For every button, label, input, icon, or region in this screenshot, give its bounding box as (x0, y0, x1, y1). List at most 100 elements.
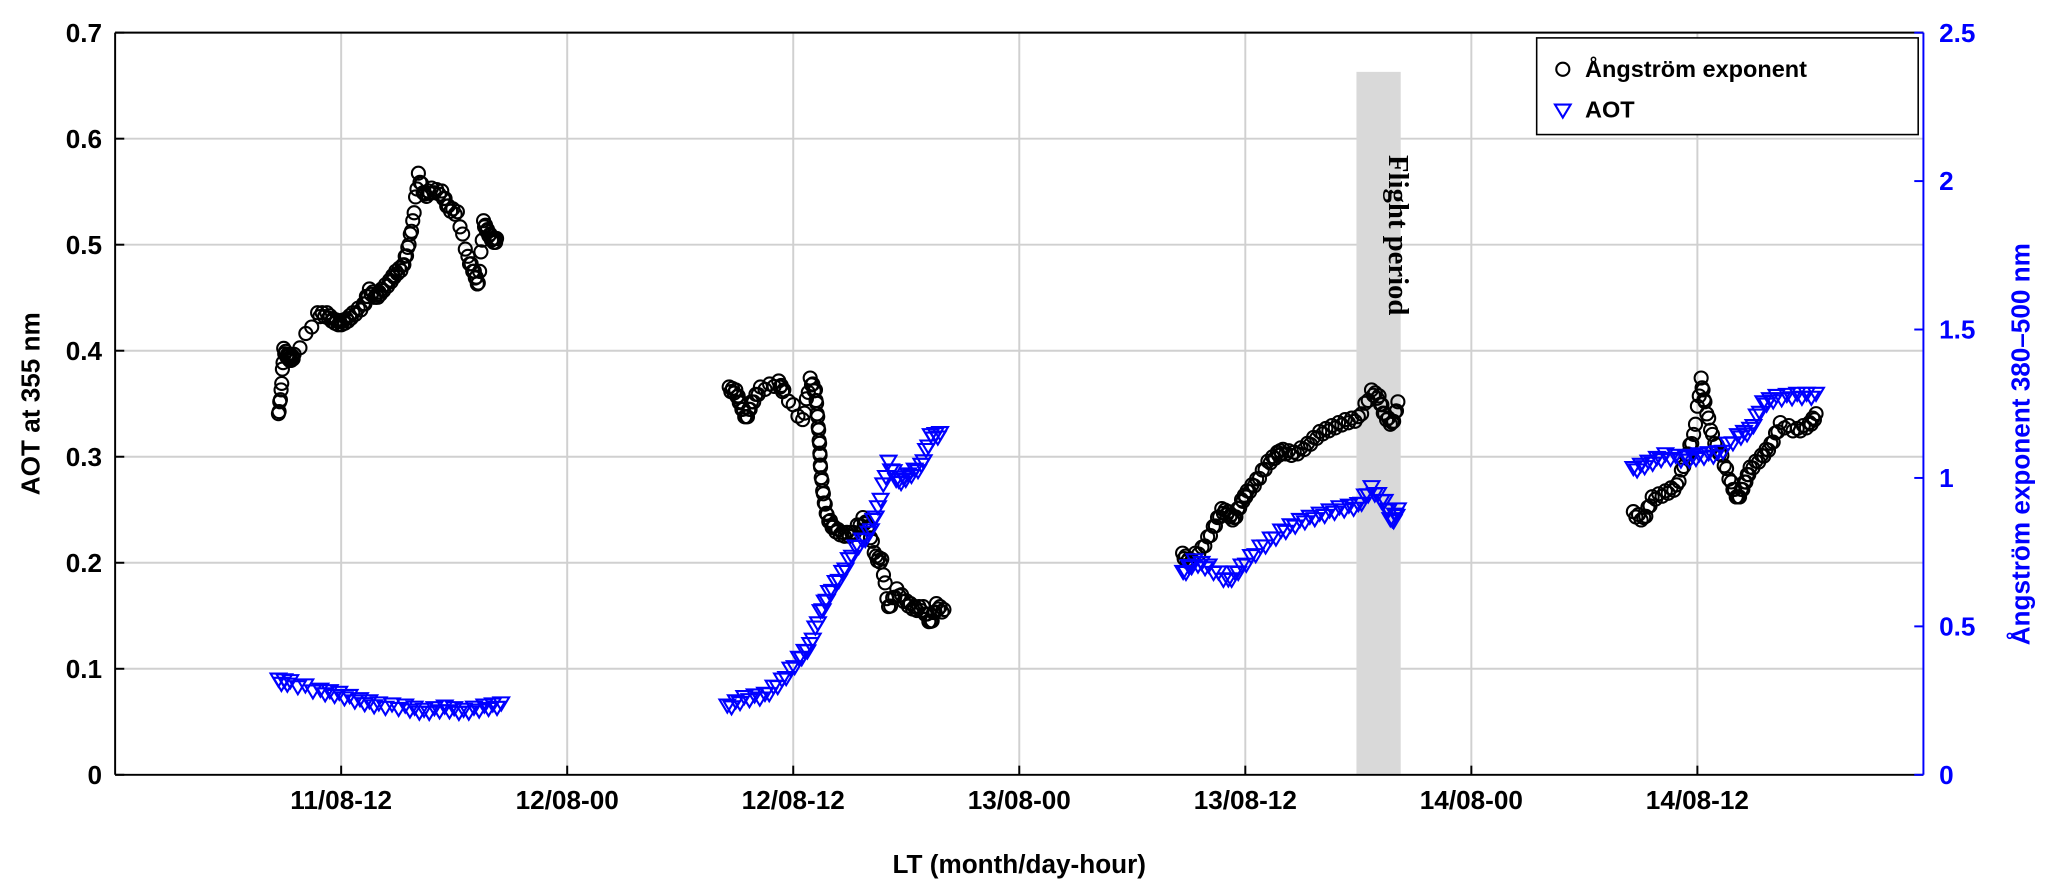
legend-label-aot: AOT (1585, 97, 1635, 123)
aot-point (832, 564, 852, 582)
angstrom-point (407, 189, 424, 205)
angstrom-point (1806, 412, 1822, 428)
angstrom-point (817, 496, 833, 512)
aot-point (1623, 460, 1644, 478)
angstrom-point (1633, 512, 1649, 528)
angstrom-point (1374, 397, 1390, 413)
aot-point (717, 698, 737, 715)
angstrom-point (449, 204, 465, 220)
y-right-tick-label: 2 (1939, 166, 1954, 196)
aot-point (905, 462, 925, 479)
x-tick-label: 12/08-12 (742, 785, 845, 815)
angstrom-point (272, 392, 288, 408)
angstrom-point (735, 401, 751, 417)
angstrom-point (403, 223, 420, 239)
grid (115, 31, 1924, 776)
angstrom-point (455, 226, 471, 242)
y-right-tick-label: 0 (1939, 760, 1954, 790)
angstrom-point (1731, 489, 1748, 505)
angstrom-point (410, 165, 426, 181)
aot-point (1698, 446, 1719, 463)
aot-point (1806, 386, 1826, 403)
aot-point (1266, 531, 1286, 548)
angstrom-point (396, 257, 412, 273)
aot-point (1255, 539, 1276, 556)
aot-point (870, 492, 891, 509)
angstrom-point (930, 601, 946, 617)
x-tick-label: 13/08-12 (1194, 785, 1297, 815)
aot-point (842, 549, 862, 566)
angstrom-point (1687, 416, 1704, 432)
angstrom-point (452, 219, 468, 235)
aot-point (1236, 557, 1256, 574)
angstrom-point (800, 384, 816, 400)
aot-point (1689, 447, 1709, 464)
angstrom-point (1701, 410, 1717, 426)
angstrom-point (434, 183, 450, 199)
angstrom-point (1387, 404, 1403, 420)
x-tick-label: 14/08-00 (1420, 785, 1523, 815)
x-tick-label: 11/08-12 (290, 785, 392, 815)
aot-point (1750, 405, 1770, 422)
aot-point (382, 697, 402, 714)
aot-point (819, 585, 839, 602)
aot-point (784, 660, 805, 677)
angstrom-point (460, 248, 476, 264)
y-axis-left-label: AOT at 355 nm (15, 312, 45, 495)
aot-point (808, 616, 828, 633)
aot-point (464, 700, 484, 717)
legend-box (1535, 37, 1919, 136)
angstrom-point (405, 213, 421, 229)
angstrom-point (1283, 447, 1300, 463)
y-left-tick-label: 0.2 (66, 548, 102, 578)
y-right-tick-label: 0.5 (1939, 612, 1975, 642)
aot-point (726, 694, 746, 711)
legend: Ångström exponent AOT (1535, 37, 1919, 136)
angstrom-point (1371, 388, 1387, 404)
y-left-tick-label: 0.4 (66, 336, 103, 366)
aot-point (1647, 450, 1667, 468)
aot-point (483, 697, 503, 714)
y-left-tick-label: 0 (88, 760, 103, 790)
aot-point (1310, 506, 1330, 523)
aot-point (414, 702, 434, 719)
aot-point (1747, 408, 1767, 425)
aot-point (1329, 500, 1350, 517)
aot-point (1271, 523, 1291, 540)
angstrom-point (1354, 406, 1370, 422)
angstrom-point (795, 412, 811, 428)
angstrom-point (742, 401, 758, 417)
angstrom-point (398, 248, 415, 264)
angstrom-point (1390, 394, 1406, 410)
angstrom-point (1671, 473, 1687, 489)
aot-point (1290, 512, 1310, 530)
angstrom-point (812, 447, 828, 463)
y-left-tick-label: 0.3 (66, 442, 102, 472)
y-left-tick-label: 0.7 (66, 18, 102, 48)
angstrom-point (924, 613, 940, 629)
y-left-tick-label: 0.5 (66, 230, 102, 260)
angstrom-point (1357, 395, 1373, 411)
angstrom-point (457, 241, 473, 257)
angstrom-point (463, 256, 479, 272)
aot-point (839, 552, 859, 569)
aot-point (1631, 457, 1651, 474)
angstrom-point (437, 190, 453, 207)
aot-point (918, 439, 939, 456)
legend-label-angstrom: Ångström exponent (1585, 55, 1807, 82)
aot-point (1339, 498, 1359, 515)
angstrom-point (875, 567, 892, 583)
angstrom-point (304, 319, 320, 335)
angstrom-point (877, 575, 893, 591)
y-right-tick-label: 2.5 (1939, 18, 1975, 48)
aot-point (1713, 444, 1733, 461)
angstrom-point (812, 435, 828, 451)
aot-point (1300, 509, 1320, 526)
aot-point (453, 702, 474, 719)
aot-point (1777, 387, 1797, 404)
aot-point (803, 632, 823, 649)
y-axis-right-label: Ångström exponent 380–500 nm (2005, 243, 2035, 645)
y-left-tick-label: 0.6 (66, 124, 102, 154)
aot-point (1743, 419, 1764, 436)
